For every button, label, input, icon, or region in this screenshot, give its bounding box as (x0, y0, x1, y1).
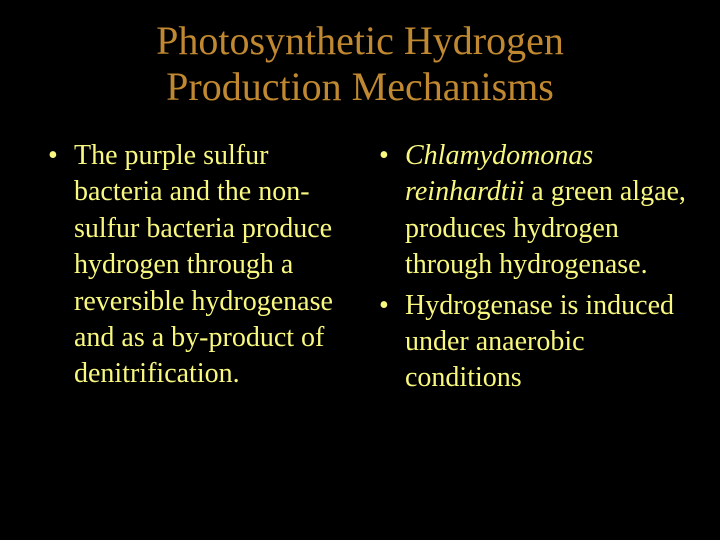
left-column: • The purple sulfur bacteria and the non… (48, 138, 361, 401)
title-line-1: Photosynthetic Hydrogen (156, 18, 564, 63)
content-columns: • The purple sulfur bacteria and the non… (0, 138, 720, 401)
bullet-icon: • (379, 138, 405, 284)
bullet-icon: • (48, 138, 74, 393)
bullet-text: Chlamydomonas reinhardtii a green algae,… (405, 138, 692, 284)
list-item: • The purple sulfur bacteria and the non… (48, 138, 361, 393)
bullet-icon: • (379, 288, 405, 397)
slide-title: Photosynthetic Hydrogen Production Mecha… (0, 0, 720, 138)
bullet-text: The purple sulfur bacteria and the non-s… (74, 138, 361, 393)
list-item: • Chlamydomonas reinhardtii a green alga… (379, 138, 692, 284)
title-line-2: Production Mechanisms (166, 64, 554, 109)
list-item: • Hydrogenase is induced under anaerobic… (379, 288, 692, 397)
right-column: • Chlamydomonas reinhardtii a green alga… (379, 138, 692, 401)
bullet-text: Hydrogenase is induced under anaerobic c… (405, 288, 692, 397)
